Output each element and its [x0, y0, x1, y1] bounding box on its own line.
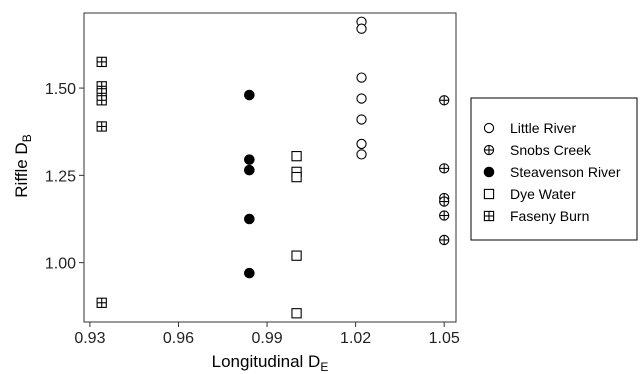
legend-item-snobs-creek: Snobs Creek: [483, 142, 592, 158]
series-snobs-creek: [439, 95, 450, 246]
data-point-little-river: [356, 149, 367, 160]
x-axis-title-subscript: E: [320, 360, 328, 374]
data-point-steavenson-river: [244, 213, 255, 225]
legend-box: [470, 97, 638, 241]
legend-marker-little-river: [483, 122, 495, 134]
data-point-dye-water: [291, 250, 302, 261]
legend-marker-steavenson-river: [483, 166, 495, 178]
data-point-dye-water: [291, 151, 302, 162]
series-steavenson-river: [244, 89, 255, 279]
legend-marker-faseny-burn: [483, 210, 495, 222]
series-faseny-burn: [96, 56, 107, 308]
legend: Little River Snobs Creek Steavenson River D…: [470, 97, 638, 241]
legend-item-steavenson-river: Steavenson River: [483, 164, 621, 180]
data-point-little-river: [356, 72, 367, 83]
data-point-faseny-burn: [96, 56, 107, 68]
legend-item-little-river: Little River: [483, 120, 576, 136]
legend-label-snobs-creek: Snobs Creek: [510, 142, 592, 158]
data-point-dye-water: [291, 308, 302, 319]
data-point-little-river: [356, 23, 367, 34]
data-point-little-river: [356, 93, 367, 104]
x-tick-label: 0.96: [163, 330, 194, 347]
y-tick-label: 1.50: [45, 81, 76, 98]
x-tick-label: 1.05: [429, 330, 460, 347]
data-point-little-river: [356, 114, 367, 125]
data-point-steavenson-river: [244, 89, 255, 101]
data-point-steavenson-river: [244, 154, 255, 165]
legend-label-dye-water: Dye Water: [510, 186, 576, 202]
x-axis-title-main: Longitudinal D: [212, 352, 321, 371]
data-point-little-river: [356, 138, 367, 150]
legend-item-faseny-burn: Faseny Burn: [483, 208, 589, 224]
legend-marker-dye-water: [483, 188, 495, 200]
data-point-faseny-burn: [96, 297, 107, 308]
data-point-snobs-creek: [439, 95, 450, 106]
axes: 0.93 0.96 0.99 1.02 1.05 1.00 1.25 1.50: [45, 12, 460, 347]
legend-label-faseny-burn: Faseny Burn: [510, 208, 589, 224]
data-point-dye-water: [291, 171, 302, 183]
plot-frame: [83, 12, 457, 323]
y-tick-label: 1.00: [45, 256, 76, 273]
legend-marker-snobs-creek: [483, 144, 495, 156]
data-point-snobs-creek: [439, 210, 450, 221]
y-axis-title-main: Riffle D: [12, 142, 31, 197]
y-axis-title-subscript: B: [20, 134, 34, 142]
series-little-river: [356, 16, 367, 160]
y-tick-label: 1.25: [45, 168, 76, 185]
series-dye-water: [291, 151, 302, 319]
data-point-steavenson-river: [244, 164, 255, 176]
x-tick-label: 0.93: [74, 330, 105, 347]
data-point-snobs-creek: [439, 163, 450, 174]
legend-label-steavenson-river: Steavenson River: [510, 164, 621, 180]
plot-area: [96, 16, 450, 319]
data-point-snobs-creek: [439, 196, 450, 207]
legend-item-dye-water: Dye Water: [483, 186, 576, 202]
data-point-steavenson-river: [244, 267, 255, 279]
data-point-faseny-burn: [96, 95, 107, 106]
data-point-faseny-burn: [96, 121, 107, 132]
legend-label-little-river: Little River: [510, 120, 576, 136]
x-axis-title: Longitudinal DE: [212, 352, 329, 374]
x-tick-label: 0.99: [251, 330, 282, 347]
y-axis-title: Riffle DB: [12, 134, 34, 197]
x-tick-label: 1.02: [340, 330, 371, 347]
data-point-snobs-creek: [439, 234, 450, 246]
